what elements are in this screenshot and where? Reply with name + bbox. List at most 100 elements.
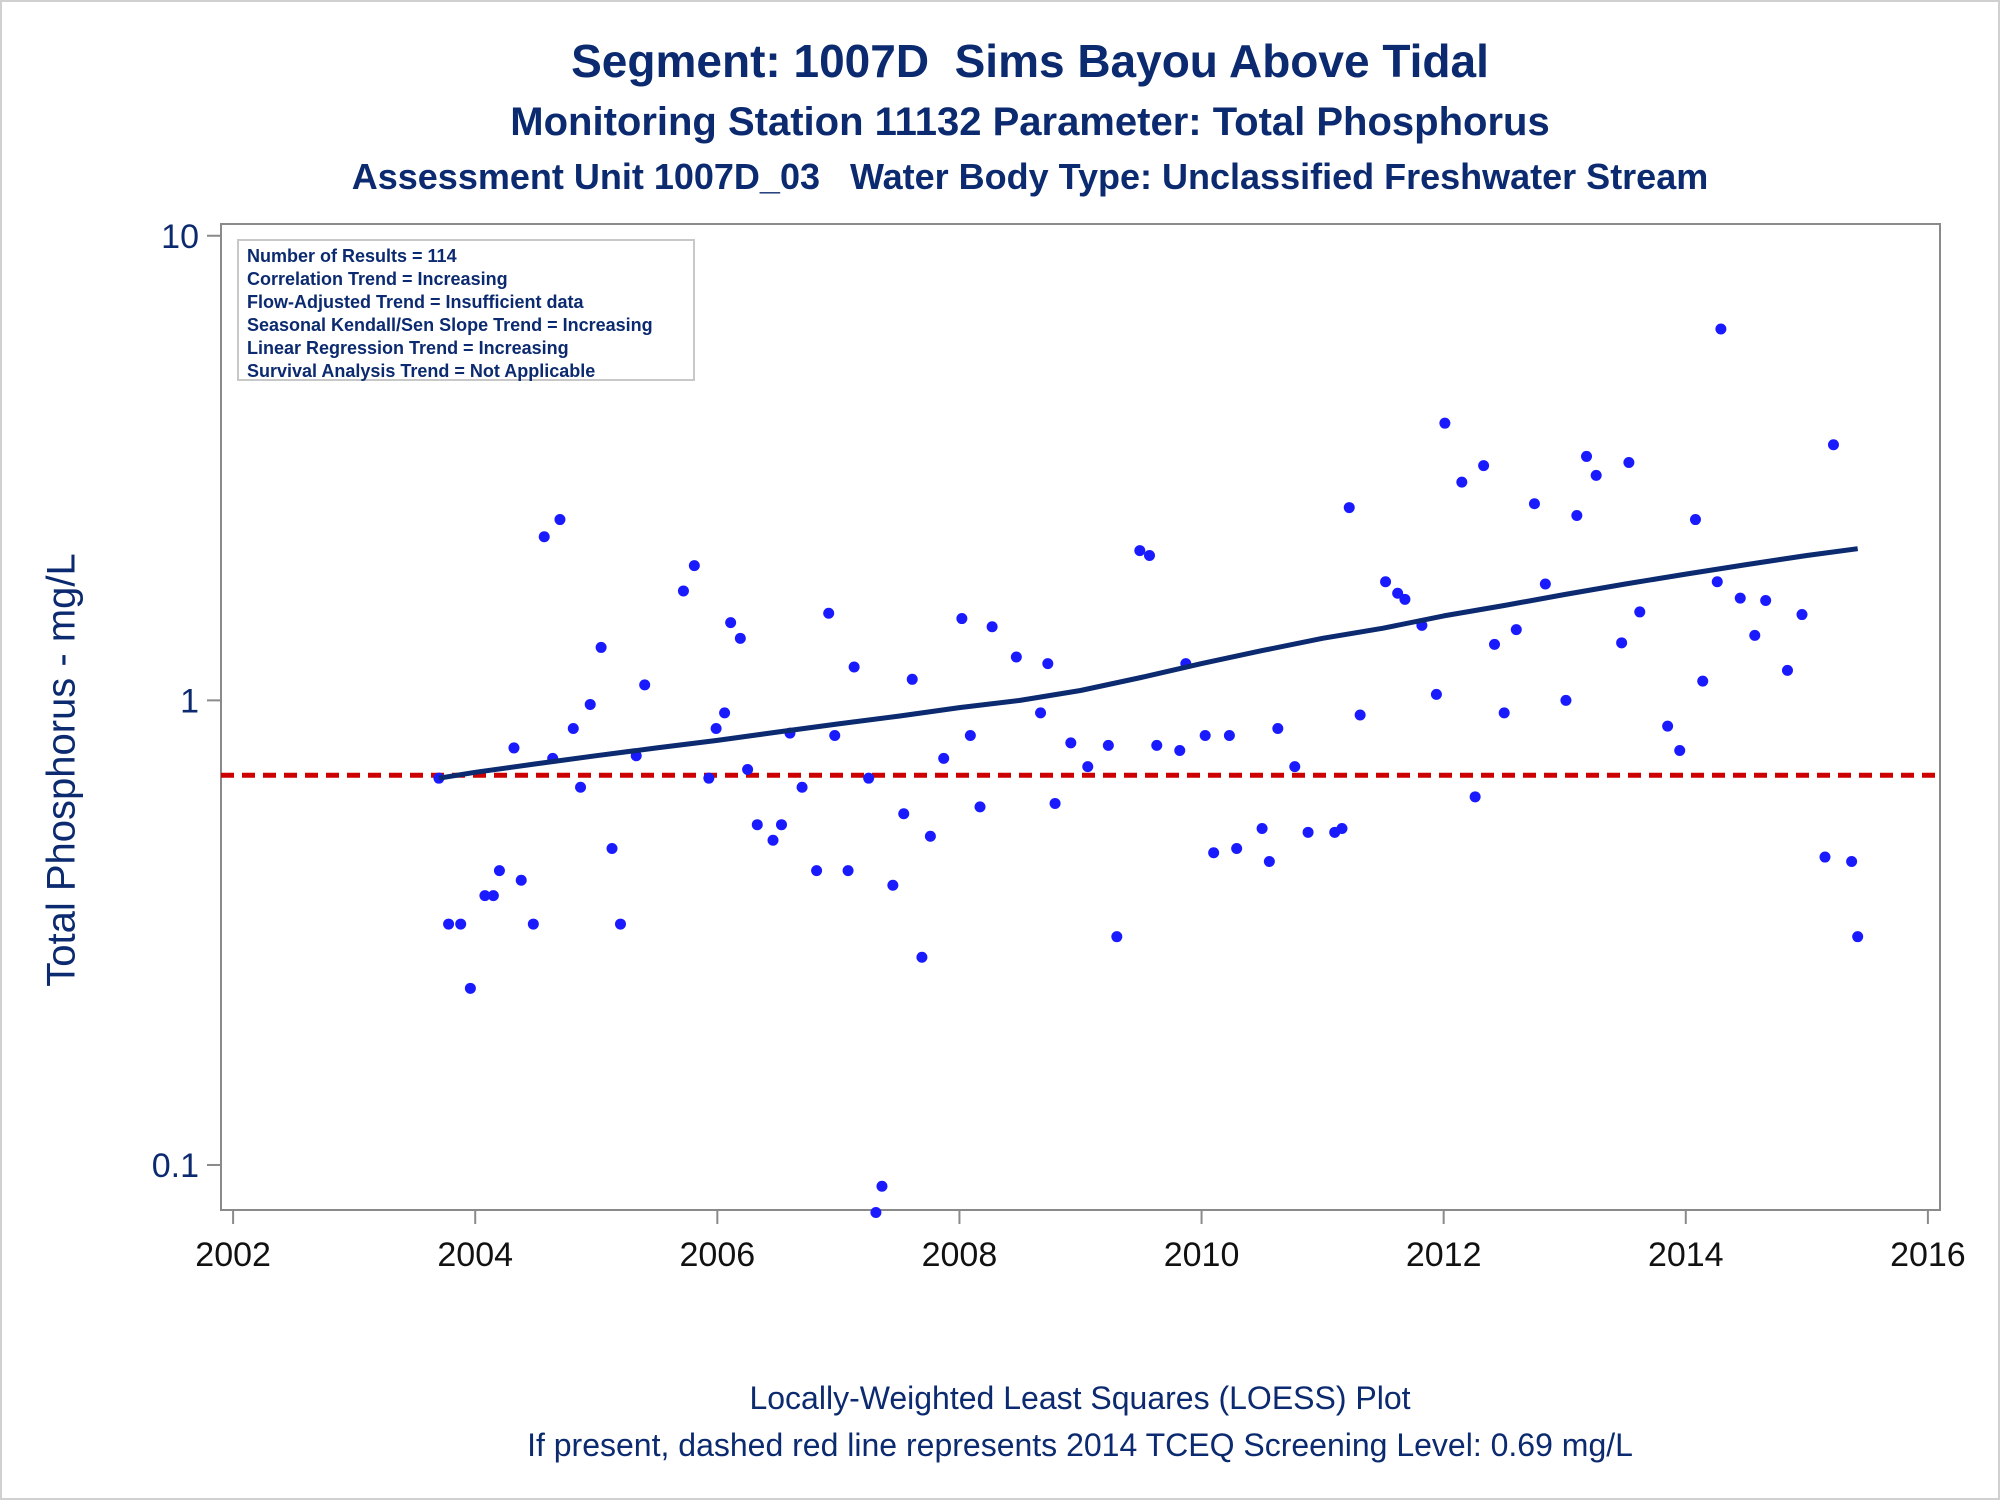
- x-tick-label: 2008: [922, 1236, 998, 1274]
- stat-linear-regression-trend: Linear Regression Trend = Increasing: [247, 338, 569, 358]
- data-point: [1581, 450, 1593, 462]
- x-tick-label: 2016: [1890, 1236, 1966, 1274]
- data-point: [703, 772, 715, 784]
- data-point: [1715, 323, 1727, 335]
- data-point: [554, 514, 566, 526]
- data-point: [1272, 722, 1284, 734]
- data-point: [677, 585, 689, 597]
- data-points: [433, 323, 1864, 1219]
- data-point: [639, 679, 651, 691]
- data-point: [455, 918, 467, 930]
- data-point: [1439, 417, 1451, 429]
- data-point: [1489, 638, 1501, 650]
- data-point: [1478, 460, 1490, 472]
- data-point: [1399, 593, 1411, 605]
- data-point: [1134, 545, 1146, 557]
- data-point: [443, 918, 455, 930]
- data-point: [1852, 931, 1864, 943]
- data-point: [1151, 739, 1163, 751]
- y-tick-label: 1: [180, 682, 199, 720]
- data-point: [614, 918, 626, 930]
- y-tick-label: 10: [161, 218, 199, 256]
- data-point: [924, 830, 936, 842]
- data-point: [742, 763, 754, 775]
- trend-stats-box: Number of Results = 114 Correlation Tren…: [237, 239, 695, 381]
- data-point: [575, 781, 587, 793]
- chart-title: Segment: 1007D Sims Bayou Above Tidal: [571, 35, 1489, 87]
- data-point: [767, 834, 779, 846]
- data-point: [863, 772, 875, 784]
- data-point: [1571, 509, 1583, 521]
- data-point: [1796, 609, 1808, 621]
- data-point: [906, 673, 918, 685]
- chart-subtitle-assessment: Assessment Unit 1007D_03 Water Body Type…: [351, 156, 1709, 197]
- data-point: [1082, 761, 1094, 773]
- data-point: [1711, 576, 1723, 588]
- x-tick-label: 2014: [1648, 1236, 1724, 1274]
- data-point: [508, 742, 520, 754]
- data-point: [1469, 791, 1481, 803]
- x-tick-label: 2006: [680, 1236, 756, 1274]
- stat-survival-analysis-trend: Survival Analysis Trend = Not Applicable: [247, 361, 596, 381]
- data-point: [1697, 675, 1709, 687]
- data-point: [1781, 664, 1793, 676]
- x-tick-label: 2012: [1406, 1236, 1482, 1274]
- data-point: [1734, 592, 1746, 604]
- stat-number-of-results: Number of Results = 114: [247, 246, 457, 266]
- data-point: [538, 531, 550, 543]
- x-tick-label: 2002: [195, 1236, 271, 1274]
- data-point: [823, 607, 835, 619]
- data-point: [1049, 797, 1061, 809]
- data-point: [876, 1180, 888, 1192]
- data-point: [811, 865, 823, 877]
- data-point: [1616, 637, 1628, 649]
- chart-subtitle-station: Monitoring Station 11132 Parameter: Tota…: [510, 100, 1550, 144]
- data-point: [1510, 624, 1522, 636]
- data-point: [719, 707, 731, 719]
- plot-area: [220, 223, 1941, 1211]
- stat-correlation-trend: Correlation Trend = Increasing: [247, 269, 508, 289]
- data-point: [1539, 578, 1551, 590]
- data-point: [493, 865, 505, 877]
- data-point: [1144, 550, 1156, 562]
- y-tick-label: 0.1: [152, 1147, 199, 1185]
- data-point: [916, 951, 928, 963]
- data-point: [1560, 694, 1572, 706]
- data-point: [1662, 720, 1674, 732]
- data-point: [1289, 761, 1301, 773]
- y-axis-label: Total Phosphorus - mg/L: [39, 553, 84, 987]
- data-point: [974, 801, 986, 813]
- data-point: [796, 781, 808, 793]
- data-point: [688, 560, 700, 572]
- x-axis: 2002 2004 2006 2008 2010 2012 2014 2016: [195, 1210, 1966, 1274]
- data-point: [1498, 707, 1510, 719]
- data-point: [584, 698, 596, 710]
- data-point: [1430, 688, 1442, 700]
- stat-flow-adjusted-trend: Flow-Adjusted Trend = Insufficient data: [247, 292, 584, 312]
- data-point: [725, 617, 737, 629]
- data-point: [1231, 842, 1243, 854]
- data-point: [1199, 730, 1211, 742]
- data-point: [1819, 851, 1831, 863]
- data-point: [898, 808, 910, 820]
- data-point: [567, 722, 579, 734]
- data-point: [1749, 629, 1761, 641]
- data-point: [527, 918, 539, 930]
- loess-curve: [438, 546, 1859, 781]
- data-point: [1336, 822, 1348, 834]
- x-tick-label: 2004: [437, 1236, 513, 1274]
- data-point: [1760, 595, 1772, 607]
- data-point: [1065, 737, 1077, 749]
- footnote-screening-level: If present, dashed red line represents 2…: [527, 1427, 1633, 1463]
- y-axis: 0.1 1 10: [152, 218, 221, 1185]
- data-point: [848, 661, 860, 673]
- footnote-loess: Locally-Weighted Least Squares (LOESS) P…: [749, 1380, 1411, 1416]
- data-point: [829, 730, 841, 742]
- data-point: [606, 842, 618, 854]
- data-point: [751, 819, 763, 831]
- data-point: [775, 819, 787, 831]
- data-point: [1302, 826, 1314, 838]
- data-point: [1174, 744, 1186, 756]
- data-point: [887, 879, 899, 891]
